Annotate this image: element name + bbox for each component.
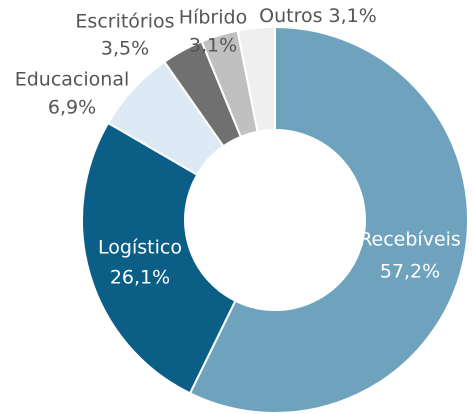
donut-slice xyxy=(188,25,469,414)
slice-value: 3,1% xyxy=(189,35,237,57)
slice-value: 6,9% xyxy=(48,97,96,119)
slice-value: 3,1% xyxy=(329,5,377,27)
slice-name: Escritórios xyxy=(75,11,174,33)
slice-value: 57,2% xyxy=(380,261,440,283)
slice-value: 26,1% xyxy=(110,267,170,289)
slice-name: Híbrido xyxy=(179,7,247,29)
donut-slice xyxy=(81,121,237,395)
donut-slice xyxy=(236,25,276,133)
slice-value: 3,5% xyxy=(101,38,149,60)
slice-label: Outros 3,1% xyxy=(259,5,377,27)
slice-name: Logístico xyxy=(98,237,182,259)
slice-name: Recebíveis xyxy=(359,229,461,251)
slice-name: Educacional xyxy=(15,69,130,91)
slice-name: Outros xyxy=(259,5,322,27)
